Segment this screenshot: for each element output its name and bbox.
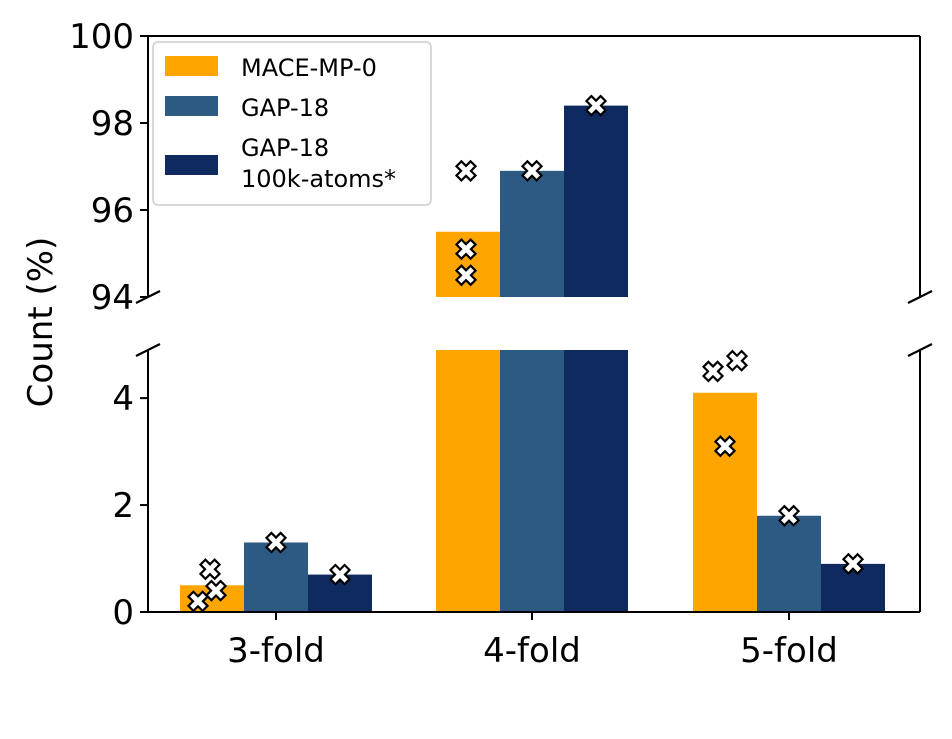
legend: MACE-MP-0 GAP-18 GAP-18 100k-atoms* (152, 41, 432, 206)
legend-frame (152, 41, 432, 206)
x-tick-label-4-fold: 4-fold (483, 631, 581, 671)
run-marker-gap-18-100k-atoms-3-fold-1 (328, 563, 352, 586)
x-tick-label-5-fold: 5-fold (740, 631, 838, 671)
bar-upper-gap-18-4-fold (500, 170, 564, 297)
markers-group (186, 94, 865, 613)
run-marker-mace-mp-0-5-fold-2 (701, 360, 725, 383)
legend-swatch-gap-18 (165, 96, 218, 116)
bar-gap-18-3-fold (244, 542, 308, 612)
y-lower-4-tick-label: 4 (112, 379, 134, 419)
ticks-group: 94 96 98 100 0 2 4 3-fold 4-fold 5-fold (69, 17, 838, 671)
run-marker-gap-18-4-fold-1 (520, 159, 544, 182)
bar-lower-gap-18-4-fold (500, 350, 564, 612)
x-tick-label-3-fold: 3-fold (227, 631, 325, 671)
legend-label-gap-18: GAP-18 (241, 94, 329, 122)
run-marker-gap-18-100k-atoms-4-fold-1 (584, 94, 608, 117)
legend-label-gap-18-100k-atoms: GAP-18 100k-atoms* (241, 134, 396, 193)
axis-break-mark-4 (907, 343, 933, 357)
y-axis-label: Count (%) (21, 237, 61, 408)
bar-gap-18-100k-atoms-5-fold (821, 563, 885, 612)
run-marker-mace-mp-0-5-fold-3 (725, 349, 749, 372)
bar-mace-mp-0-5-fold (693, 392, 757, 612)
bars-group (180, 105, 885, 612)
run-marker-gap-18-100k-atoms-5-fold-1 (841, 552, 865, 575)
run-marker-mace-mp-0-4-fold-3 (454, 159, 478, 182)
run-marker-mace-mp-0-3-fold-2 (204, 579, 228, 602)
y-upper-98-tick-label: 98 (91, 104, 134, 144)
run-marker-gap-18-3-fold-1 (264, 531, 288, 554)
bar-upper-gap-18-100k-atoms-4-fold (564, 105, 628, 297)
axis-break-mark-2 (907, 290, 933, 304)
bar-lower-mace-mp-0-4-fold (436, 350, 500, 612)
y-lower-2-tick-label: 2 (112, 486, 134, 526)
axis-break-mark-3 (135, 343, 161, 357)
y-lower-0-tick-label: 0 (112, 593, 134, 633)
bar-gap-18-5-fold (757, 515, 821, 612)
y-upper-94-tick-label: 94 (91, 278, 134, 318)
legend-swatch-gap-18-100k-atoms (165, 155, 218, 175)
run-marker-gap-18-5-fold-1 (777, 504, 801, 527)
run-marker-mace-mp-0-4-fold-2 (454, 238, 478, 261)
run-marker-mace-mp-0-3-fold-1 (186, 590, 210, 613)
legend-label-mace-mp-0: MACE-MP-0 (241, 54, 377, 82)
legend-swatch-mace-mp-0 (165, 56, 218, 76)
y-upper-100-tick-label: 100 (69, 17, 134, 57)
y-upper-96-tick-label: 96 (91, 191, 134, 231)
run-marker-mace-mp-0-4-fold-1 (454, 264, 478, 287)
run-marker-mace-mp-0-5-fold-1 (713, 435, 737, 458)
run-marker-mace-mp-0-3-fold-3 (198, 558, 222, 581)
bar-lower-gap-18-100k-atoms-4-fold (564, 350, 628, 612)
